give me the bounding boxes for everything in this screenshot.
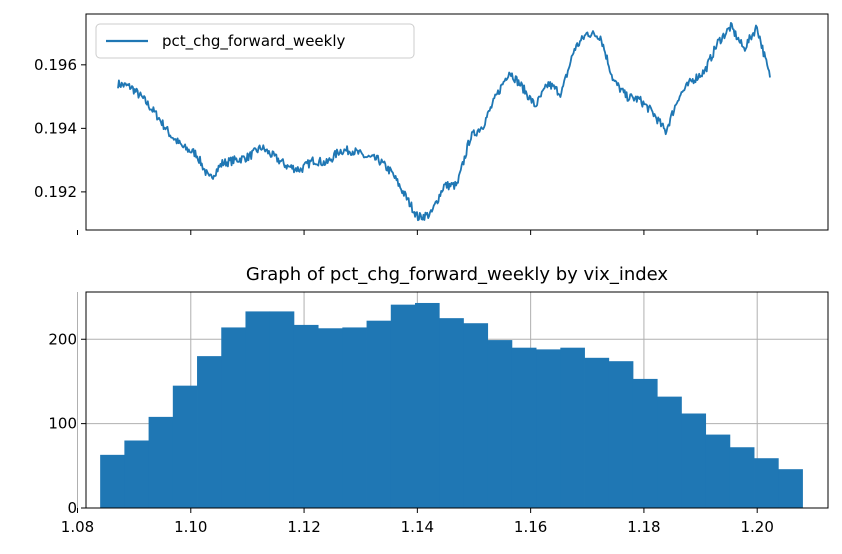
histogram-bars [100, 302, 803, 509]
histogram-bar [560, 347, 585, 508]
bottom-y-axis: 0 100 200 [48, 330, 86, 517]
x-tick-label: 1.16 [514, 518, 547, 536]
x-tick-label: 1.20 [740, 518, 773, 536]
histogram-bar [487, 340, 513, 508]
histogram-bar [729, 447, 755, 508]
histogram-bar [390, 304, 416, 508]
x-tick-label: 1.12 [287, 518, 320, 536]
y-tick-label: 0 [67, 499, 77, 517]
histogram-bar [124, 440, 149, 508]
x-tick-label: 1.10 [174, 518, 207, 536]
top-plot-area [117, 22, 771, 222]
top-line-chart: 0.192 0.194 0.196 pct_chg_forward_weekly [34, 13, 829, 235]
histogram-bar [681, 413, 707, 508]
y-tick-label: 0.192 [34, 183, 77, 201]
histogram-bar [197, 356, 222, 509]
histogram-bar [754, 458, 779, 508]
x-tick-label: 1.14 [401, 518, 434, 536]
histogram-bar [536, 349, 561, 509]
legend-entry: pct_chg_forward_weekly [162, 32, 346, 51]
histogram-bar [632, 378, 658, 508]
histogram-bar [366, 320, 392, 508]
histogram-bar [100, 454, 125, 508]
histogram-bar [584, 357, 610, 508]
x-tick-label: 1.08 [61, 518, 94, 536]
top-x-axis [77, 230, 758, 235]
bottom-histogram-chart: Graph of pct_chg_forward_weekly by vix_i… [48, 264, 829, 536]
bottom-x-axis: 1.08 1.10 1.12 1.14 1.16 1.18 1.20 [61, 508, 774, 536]
series-line-pct_chg_forward_weekly [117, 22, 771, 222]
histogram-bar [318, 328, 343, 508]
y-tick-label: 200 [48, 330, 77, 348]
histogram-bar [608, 361, 634, 508]
top-axes-frame [85, 13, 829, 231]
histogram-bar [221, 327, 246, 508]
y-tick-label: 100 [48, 415, 77, 433]
legend: pct_chg_forward_weekly [95, 23, 415, 59]
histogram-bar [657, 396, 682, 509]
histogram-bar [463, 323, 489, 508]
histogram-bar [511, 347, 537, 508]
y-tick-label: 0.194 [34, 119, 77, 137]
top-y-axis: 0.192 0.194 0.196 [34, 56, 86, 201]
histogram-bar [439, 318, 464, 508]
histogram-title: Graph of pct_chg_forward_weekly by vix_i… [246, 264, 668, 285]
histogram-bar [293, 324, 319, 508]
histogram-bar [415, 302, 440, 508]
legend-box [95, 23, 415, 59]
y-tick-label: 0.196 [34, 56, 77, 74]
histogram-bar [172, 385, 198, 508]
bottom-axes-frame [85, 291, 829, 509]
histogram-bar [342, 327, 367, 508]
x-tick-label: 1.18 [627, 518, 660, 536]
histogram-bar [778, 469, 803, 508]
histogram-bar [148, 416, 174, 509]
histogram-bar [269, 311, 295, 508]
histogram-bar [245, 311, 271, 508]
histogram-bar [705, 434, 731, 508]
